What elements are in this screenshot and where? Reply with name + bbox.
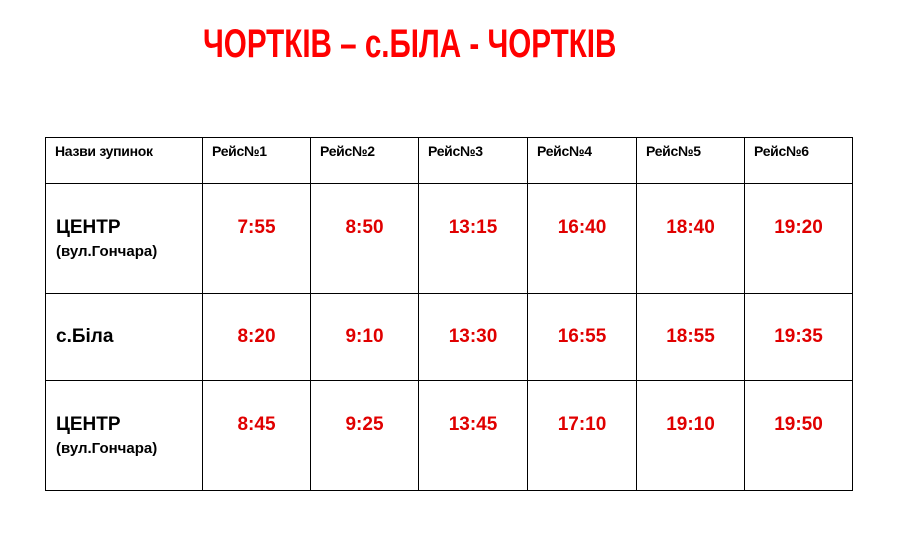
header-trip-2: Рейс№2 bbox=[320, 143, 375, 159]
header-cell: Рейс№2 bbox=[310, 137, 419, 184]
page-title: ЧОРТКІВ – с.БІЛА - ЧОРТКІВ bbox=[203, 22, 637, 66]
header-cell: Рейс№3 bbox=[418, 137, 528, 184]
stop-name: ЦЕНТР bbox=[56, 217, 121, 238]
time-cell: 16:55 bbox=[527, 293, 637, 381]
time: 19:20 bbox=[774, 216, 823, 238]
header-row: Назви зупинок Рейс№1 Рейс№2 Рейс№3 Рейс№… bbox=[45, 137, 853, 184]
time-cell: 9:10 bbox=[310, 293, 419, 381]
time: 8:20 bbox=[237, 326, 276, 347]
time-cell: 9:25 bbox=[310, 380, 419, 491]
header-cell: Рейс№1 bbox=[202, 137, 311, 184]
time-cell: 19:20 bbox=[744, 183, 853, 294]
time-cell: 18:55 bbox=[636, 293, 745, 381]
time-cell: 17:10 bbox=[527, 380, 637, 491]
stop-name: ЦЕНТР bbox=[56, 414, 121, 435]
time-cell: 19:10 bbox=[636, 380, 745, 491]
stop-street: (вул.Гончара) bbox=[56, 440, 158, 457]
time-cell: 13:45 bbox=[418, 380, 528, 491]
header-trip-1: Рейс№1 bbox=[212, 143, 267, 159]
stop-cell: с.Біла bbox=[45, 293, 203, 381]
header-trip-3: Рейс№3 bbox=[428, 143, 483, 159]
time: 13:45 bbox=[448, 413, 498, 435]
header-stops: Назви зупинок bbox=[55, 143, 153, 159]
time: 8:50 bbox=[345, 216, 384, 238]
time: 17:10 bbox=[557, 413, 607, 435]
time: 9:10 bbox=[345, 326, 384, 347]
header-trip-4: Рейс№4 bbox=[537, 143, 592, 159]
time-cell: 13:30 bbox=[418, 293, 528, 381]
time-cell: 16:40 bbox=[527, 183, 637, 294]
header-trip-6: Рейс№6 bbox=[754, 143, 809, 159]
time: 13:15 bbox=[448, 216, 498, 238]
time: 19:10 bbox=[666, 413, 715, 435]
stop-cell: ЦЕНТР (вул.Гончара) bbox=[45, 380, 203, 491]
time-cell: 18:40 bbox=[636, 183, 745, 294]
time-cell: 13:15 bbox=[418, 183, 528, 294]
header-cell: Рейс№4 bbox=[527, 137, 637, 184]
time: 19:50 bbox=[774, 413, 823, 435]
time: 8:45 bbox=[237, 413, 276, 435]
time-cell: 8:20 bbox=[202, 293, 311, 381]
title-text: ЧОРТКІВ – с.БІЛА - ЧОРТКІВ bbox=[203, 22, 617, 66]
table-row: ЦЕНТР (вул.Гончара) 8:45 9:25 13:45 17:10… bbox=[45, 380, 853, 491]
time-cell: 8:45 bbox=[202, 380, 311, 491]
time: 16:55 bbox=[557, 326, 607, 347]
time: 16:40 bbox=[557, 216, 607, 238]
schedule-table: Назви зупинок Рейс№1 Рейс№2 Рейс№3 Рейс№… bbox=[45, 137, 853, 491]
table-row: с.Біла 8:20 9:10 13:30 16:55 18:55 19:35 bbox=[45, 293, 853, 381]
header-cell: Назви зупинок bbox=[45, 137, 203, 184]
stop-name: с.Біла bbox=[56, 326, 114, 347]
time-cell: 19:50 bbox=[744, 380, 853, 491]
time-cell: 8:50 bbox=[310, 183, 419, 294]
time: 13:30 bbox=[448, 326, 498, 347]
header-cell: Рейс№5 bbox=[636, 137, 745, 184]
stop-cell: ЦЕНТР (вул.Гончара) bbox=[45, 183, 203, 294]
time: 7:55 bbox=[237, 216, 276, 238]
time-cell: 7:55 bbox=[202, 183, 311, 294]
time-cell: 19:35 bbox=[744, 293, 853, 381]
header-cell: Рейс№6 bbox=[744, 137, 853, 184]
table-row: ЦЕНТР (вул.Гончара) 7:55 8:50 13:15 16:40… bbox=[45, 183, 853, 294]
header-trip-5: Рейс№5 bbox=[646, 143, 701, 159]
time: 9:25 bbox=[345, 413, 384, 435]
time: 18:55 bbox=[666, 326, 715, 347]
stop-street: (вул.Гончара) bbox=[56, 243, 158, 260]
time: 18:40 bbox=[666, 216, 715, 238]
time: 19:35 bbox=[774, 326, 823, 347]
